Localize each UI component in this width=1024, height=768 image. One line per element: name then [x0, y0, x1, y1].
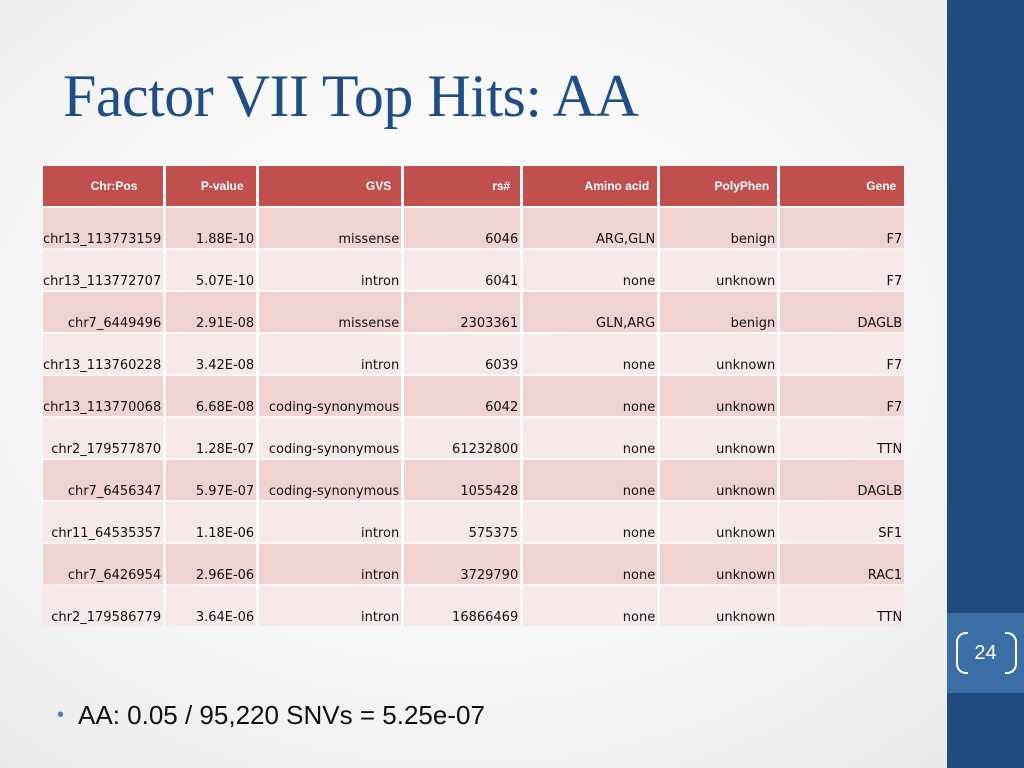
cell-chrpos: chr7_6426954: [43, 544, 164, 584]
cell-gvs: intron: [259, 250, 402, 290]
cell-rs: 575375: [404, 502, 521, 542]
header-rs: rs#: [404, 166, 521, 206]
cell-rs: 6042: [404, 376, 521, 416]
cell-rs: 16866469: [404, 586, 521, 626]
cell-amino-acid: none: [523, 418, 658, 458]
table-row: chr13_113770068 6.68E-08 coding-synonymous…: [43, 376, 905, 416]
cell-polyphen: benign: [660, 208, 778, 248]
header-amino-acid: Amino acid: [523, 166, 658, 206]
bullet-dot-icon: •: [57, 704, 65, 726]
header-gene: Gene: [780, 166, 905, 206]
cell-rs: 1055428: [404, 460, 521, 500]
cell-rs: 2303361: [404, 292, 521, 332]
slide-title: Factor VII Top Hits: AA: [63, 63, 639, 129]
cell-gene: F7: [780, 250, 905, 290]
cell-gvs: coding-synonymous: [259, 460, 402, 500]
cell-amino-acid: none: [523, 250, 658, 290]
cell-pvalue: 5.07E-10: [166, 250, 257, 290]
table-row: chr13_113773159 1.88E-10 missense 6046 ARG,G…: [43, 208, 905, 248]
cell-amino-acid: none: [523, 502, 658, 542]
cell-gene: DAGLB: [780, 292, 905, 332]
cell-gvs: missense: [259, 292, 402, 332]
cell-amino-acid: GLN,ARG: [523, 292, 658, 332]
header-chrpos: Chr:Pos: [43, 166, 164, 206]
cell-gene: DAGLB: [780, 460, 905, 500]
cell-polyphen: unknown: [660, 502, 778, 542]
cell-gvs: intron: [259, 544, 402, 584]
cell-gvs: coding-synonymous: [259, 376, 402, 416]
cell-chrpos: chr7_6449496: [43, 292, 164, 332]
cell-polyphen: unknown: [660, 460, 778, 500]
cell-rs: 6046: [404, 208, 521, 248]
table-row: chr7_6456347 5.97E-07 coding-synonymous 105…: [43, 460, 905, 500]
cell-pvalue: 2.96E-06: [166, 544, 257, 584]
cell-gene: RAC1: [780, 544, 905, 584]
cell-gvs: intron: [259, 502, 402, 542]
cell-polyphen: benign: [660, 292, 778, 332]
cell-chrpos: chr13_113770068: [43, 376, 164, 416]
cell-polyphen: unknown: [660, 586, 778, 626]
bullet-text: AA: 0.05 / 95,220 SNVs = 5.25e-07: [78, 700, 485, 730]
cell-rs: 61232800: [404, 418, 521, 458]
table-row: chr11_64535357 1.18E-06 intron 575375 none un…: [43, 502, 905, 542]
cell-pvalue: 2.91E-08: [166, 292, 257, 332]
cell-gene: TTN: [780, 586, 905, 626]
table-row: chr2_179577870 1.28E-07 coding-synonymous 6…: [43, 418, 905, 458]
header-polyphen: PolyPhen: [660, 166, 778, 206]
cell-amino-acid: none: [523, 544, 658, 584]
header-pvalue: P-value: [166, 166, 257, 206]
cell-gene: SF1: [780, 502, 905, 542]
cell-rs: 6041: [404, 250, 521, 290]
cell-gvs: coding-synonymous: [259, 418, 402, 458]
table-row: chr13_113760228 3.42E-08 intron 6039 none unk…: [43, 334, 905, 374]
cell-gene: TTN: [780, 418, 905, 458]
cell-amino-acid: none: [523, 376, 658, 416]
cell-amino-acid: none: [523, 460, 658, 500]
cell-polyphen: unknown: [660, 250, 778, 290]
cell-gvs: intron: [259, 334, 402, 374]
table-row: chr2_179586779 3.64E-06 intron 16866469 none…: [43, 586, 905, 626]
page-number-box: 24: [947, 613, 1024, 693]
table-body: chr13_113773159 1.88E-10 missense 6046 ARG,G…: [43, 208, 905, 626]
cell-gene: F7: [780, 376, 905, 416]
cell-pvalue: 1.88E-10: [166, 208, 257, 248]
cell-pvalue: 5.97E-07: [166, 460, 257, 500]
cell-chrpos: chr7_6456347: [43, 460, 164, 500]
right-bracket-icon: [1005, 632, 1017, 674]
cell-chrpos: chr13_113773159: [43, 208, 164, 248]
cell-pvalue: 3.64E-06: [166, 586, 257, 626]
table-row: chr7_6426954 2.96E-06 intron 3729790 none unk…: [43, 544, 905, 584]
cell-gvs: missense: [259, 208, 402, 248]
table-row: chr13_113772707 5.07E-10 intron 6041 none unk…: [43, 250, 905, 290]
cell-chrpos: chr11_64535357: [43, 502, 164, 542]
cell-pvalue: 1.28E-07: [166, 418, 257, 458]
cell-gvs: intron: [259, 586, 402, 626]
cell-polyphen: unknown: [660, 334, 778, 374]
cell-chrpos: chr13_113760228: [43, 334, 164, 374]
cell-amino-acid: none: [523, 586, 658, 626]
top-hits-table: Chr:Pos P-value GVS rs# Amino acid PolyP…: [40, 164, 907, 628]
cell-gene: F7: [780, 334, 905, 374]
cell-pvalue: 3.42E-08: [166, 334, 257, 374]
cell-polyphen: unknown: [660, 376, 778, 416]
left-bracket-icon: [956, 632, 968, 674]
cell-pvalue: 1.18E-06: [166, 502, 257, 542]
table-row: chr7_6449496 2.91E-08 missense 2303361 GLN,A…: [43, 292, 905, 332]
cell-amino-acid: none: [523, 334, 658, 374]
page-number: 24: [974, 642, 997, 664]
cell-amino-acid: ARG,GLN: [523, 208, 658, 248]
cell-chrpos: chr2_179586779: [43, 586, 164, 626]
cell-rs: 6039: [404, 334, 521, 374]
cell-gene: F7: [780, 208, 905, 248]
cell-chrpos: chr2_179577870: [43, 418, 164, 458]
bullet-item: • AA: 0.05 / 95,220 SNVs = 5.25e-07: [57, 700, 485, 731]
cell-polyphen: unknown: [660, 418, 778, 458]
cell-pvalue: 6.68E-08: [166, 376, 257, 416]
header-gvs: GVS: [259, 166, 402, 206]
cell-polyphen: unknown: [660, 544, 778, 584]
cell-chrpos: chr13_113772707: [43, 250, 164, 290]
cell-rs: 3729790: [404, 544, 521, 584]
table-header-row: Chr:Pos P-value GVS rs# Amino acid PolyP…: [43, 166, 905, 206]
